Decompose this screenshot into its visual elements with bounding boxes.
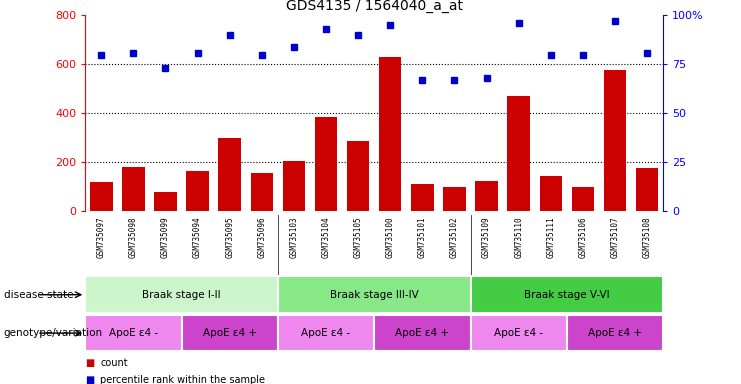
Bar [572,187,594,211]
Text: GSM735096: GSM735096 [257,216,266,258]
Bar [567,315,663,351]
Text: ApoE ε4 -: ApoE ε4 - [494,328,543,338]
Bar [476,180,498,211]
Text: GSM735107: GSM735107 [611,216,619,258]
Text: percentile rank within the sample: percentile rank within the sample [100,375,265,384]
Text: GSM735111: GSM735111 [546,216,555,258]
Text: GSM735099: GSM735099 [161,216,170,258]
Text: Braak stage V-VI: Braak stage V-VI [524,290,610,300]
Bar [471,276,663,313]
Text: ■: ■ [85,375,94,384]
Bar [604,70,626,211]
Text: disease state: disease state [4,290,73,300]
Bar [219,138,241,211]
Bar [347,141,369,211]
Bar [278,276,471,313]
Text: GSM735105: GSM735105 [353,216,362,258]
Text: GSM735098: GSM735098 [129,216,138,258]
Text: GSM735106: GSM735106 [579,216,588,258]
Text: ApoE ε4 +: ApoE ε4 + [588,328,642,338]
Text: GSM735097: GSM735097 [97,216,106,258]
Text: ApoE ε4 +: ApoE ε4 + [203,328,256,338]
Text: ApoE ε4 -: ApoE ε4 - [109,328,158,338]
Title: GDS4135 / 1564040_a_at: GDS4135 / 1564040_a_at [286,0,462,13]
Text: GSM735095: GSM735095 [225,216,234,258]
Text: Braak stage I-II: Braak stage I-II [142,290,221,300]
Text: GSM735102: GSM735102 [450,216,459,258]
Text: ■: ■ [85,358,94,368]
Bar [122,167,144,211]
Bar [379,57,402,211]
Bar [182,315,278,351]
Text: GSM735094: GSM735094 [193,216,202,258]
Bar [636,168,658,211]
Bar [250,173,273,211]
Bar [85,276,278,313]
Bar [471,315,567,351]
Bar [85,315,182,351]
Bar [154,192,176,211]
Text: GSM735101: GSM735101 [418,216,427,258]
Bar [374,315,471,351]
Bar [539,176,562,211]
Bar [411,184,433,211]
Text: ApoE ε4 -: ApoE ε4 - [302,328,350,338]
Text: GSM735100: GSM735100 [386,216,395,258]
Bar [278,315,374,351]
Text: count: count [100,358,127,368]
Text: genotype/variation: genotype/variation [4,328,103,338]
Bar [315,117,337,211]
Text: GSM735104: GSM735104 [322,216,330,258]
Bar [508,96,530,211]
Text: GSM735108: GSM735108 [642,216,651,258]
Text: GSM735109: GSM735109 [482,216,491,258]
Text: Braak stage III-IV: Braak stage III-IV [330,290,419,300]
Bar [90,182,113,211]
Text: GSM735110: GSM735110 [514,216,523,258]
Text: ApoE ε4 +: ApoE ε4 + [396,328,449,338]
Bar [443,187,465,211]
Text: GSM735103: GSM735103 [290,216,299,258]
Bar [283,161,305,211]
Bar [187,171,209,211]
